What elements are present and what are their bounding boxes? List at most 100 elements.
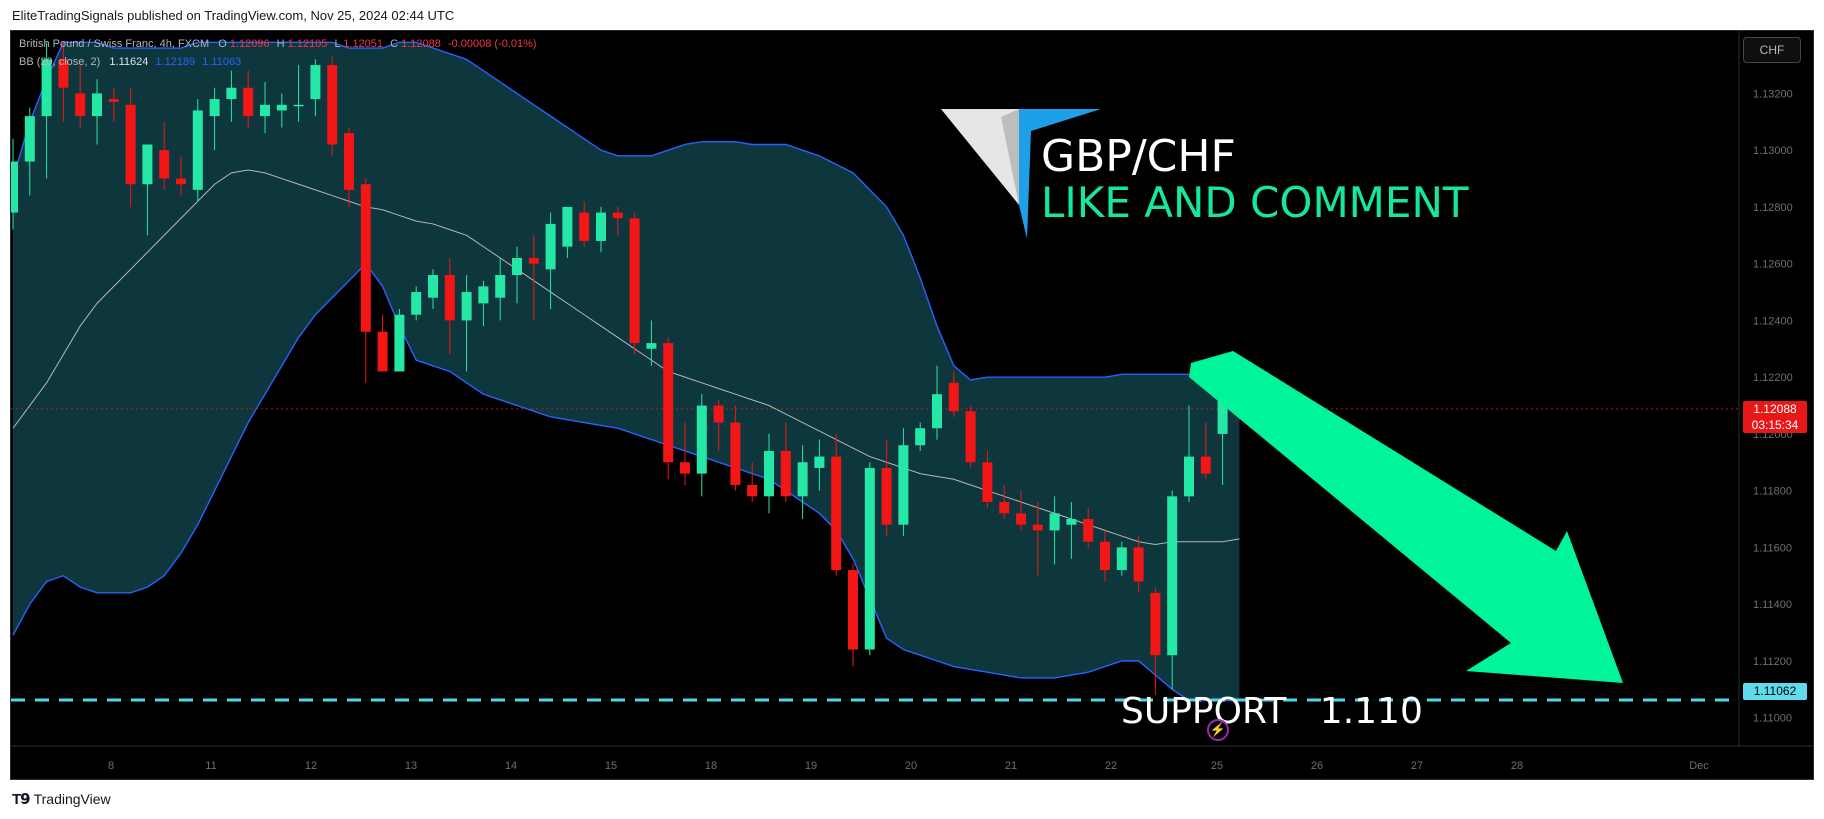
- candlestick-chart[interactable]: 1.13200 1.13000 1.12800 1.12600 1.12400 1.122…: [11, 31, 1814, 780]
- candle-body: [881, 467, 892, 525]
- last-price-value: 1.12088: [1753, 402, 1797, 416]
- candle: [58, 42, 69, 122]
- candle: [1133, 536, 1144, 593]
- support-label: SUPPORT: [1121, 691, 1287, 732]
- candle: [1116, 541, 1127, 576]
- candle: [159, 121, 170, 190]
- candle-body: [192, 110, 203, 190]
- candle-body: [915, 428, 926, 446]
- candle: [764, 433, 774, 514]
- candle-body: [579, 212, 590, 241]
- time-tick-label: 12: [305, 760, 317, 772]
- candle-body: [428, 275, 438, 298]
- candle: [1200, 422, 1211, 480]
- candle-body: [831, 456, 842, 571]
- candle: [680, 422, 690, 485]
- candle-body: [982, 462, 993, 502]
- candle-body: [41, 59, 52, 117]
- candle-body: [444, 275, 455, 321]
- time-tick-label: 15: [605, 760, 617, 772]
- candles-layer: [11, 42, 1245, 695]
- bb-upper-value: 1.12189: [155, 56, 196, 68]
- candle: [478, 280, 489, 327]
- bb-lower-value: 1.11063: [202, 56, 242, 68]
- candle: [696, 394, 707, 497]
- candle-body: [159, 150, 170, 179]
- low-value: 1.12051: [343, 38, 384, 50]
- candle: [528, 235, 539, 321]
- candle: [1150, 587, 1161, 695]
- candle-body: [377, 331, 388, 372]
- candle: [108, 87, 119, 122]
- high-label: H: [276, 38, 285, 50]
- candle: [1032, 501, 1043, 576]
- candle: [814, 439, 825, 491]
- candle: [898, 428, 909, 537]
- candle-body: [663, 343, 674, 463]
- candle-body: [327, 65, 338, 145]
- candle-body: [999, 501, 1010, 514]
- footer-branding: T𝟵 TradingView: [12, 790, 111, 808]
- candle-body: [1049, 513, 1060, 531]
- bb-fill: [13, 42, 1240, 701]
- candle: [41, 42, 52, 179]
- candle-body: [562, 206, 573, 247]
- candle-body: [1133, 547, 1144, 582]
- chart-panel[interactable]: 1.13200 1.13000 1.12800 1.12600 1.12400 1.122…: [10, 30, 1814, 780]
- down-arrow-annotation: [1189, 351, 1623, 683]
- candle: [461, 275, 472, 372]
- price-axis-bg: [1739, 31, 1813, 746]
- time-tick-label: 21: [1005, 760, 1017, 772]
- candle: [999, 484, 1010, 520]
- open-label: O: [218, 38, 227, 50]
- candle-body: [596, 212, 606, 241]
- candle: [596, 206, 606, 253]
- candle: [1066, 501, 1077, 559]
- lightning-icon[interactable]: ⚡: [1207, 719, 1229, 741]
- bb-lower-line: [12, 262, 1240, 702]
- price-tick-label: 1.11800: [1753, 486, 1792, 498]
- candle: [1016, 490, 1026, 531]
- price-tick-label: 1.11000: [1753, 713, 1792, 725]
- price-tick-label: 1.11600: [1753, 542, 1792, 554]
- candle-body: [780, 450, 791, 497]
- candle-body: [310, 65, 321, 100]
- price-tick-label: 1.12800: [1753, 202, 1793, 214]
- candle: [730, 405, 741, 491]
- down-arrow-shape: [1189, 351, 1623, 683]
- candle: [24, 107, 35, 196]
- candle-body: [646, 343, 657, 349]
- price-axis: 1.13200 1.13000 1.12800 1.12600 1.12400 1.122…: [1738, 31, 1813, 746]
- candle-body: [360, 184, 371, 332]
- candle: [848, 564, 858, 667]
- footer-logo-text: TradingView: [33, 791, 111, 807]
- support-line-layer: [11, 408, 1739, 702]
- candle: [797, 445, 808, 520]
- candle-body: [1116, 547, 1127, 571]
- candle: [428, 269, 438, 310]
- currency-selector-button[interactable]: CHF: [1743, 37, 1801, 63]
- candle: [176, 155, 186, 196]
- candle: [1184, 405, 1194, 502]
- candle: [881, 439, 892, 537]
- candle-body: [1150, 592, 1161, 656]
- bb-indicator-label[interactable]: BB (20, close, 2): [19, 56, 101, 68]
- candle: [293, 65, 304, 122]
- overlay-title: GBP/CHF: [1041, 131, 1236, 182]
- symbol-label[interactable]: British Pound / Swiss Franc, 4h, FXCM: [19, 38, 210, 50]
- candle: [629, 212, 640, 355]
- support-annotation: SUPPORT 1.110: [1121, 691, 1423, 732]
- candle: [125, 87, 136, 207]
- publisher-attribution: EliteTradingSignals published on Trading…: [12, 8, 455, 23]
- candle: [360, 178, 371, 383]
- candle: [562, 206, 573, 258]
- candle-body: [848, 570, 858, 650]
- time-axis-bg: [11, 746, 1813, 779]
- candle-body: [108, 99, 119, 102]
- candle-body: [696, 405, 707, 474]
- candle: [545, 212, 556, 310]
- candle: [276, 93, 287, 128]
- candle-body: [948, 382, 959, 412]
- candle-body: [75, 93, 86, 117]
- candle: [948, 371, 959, 417]
